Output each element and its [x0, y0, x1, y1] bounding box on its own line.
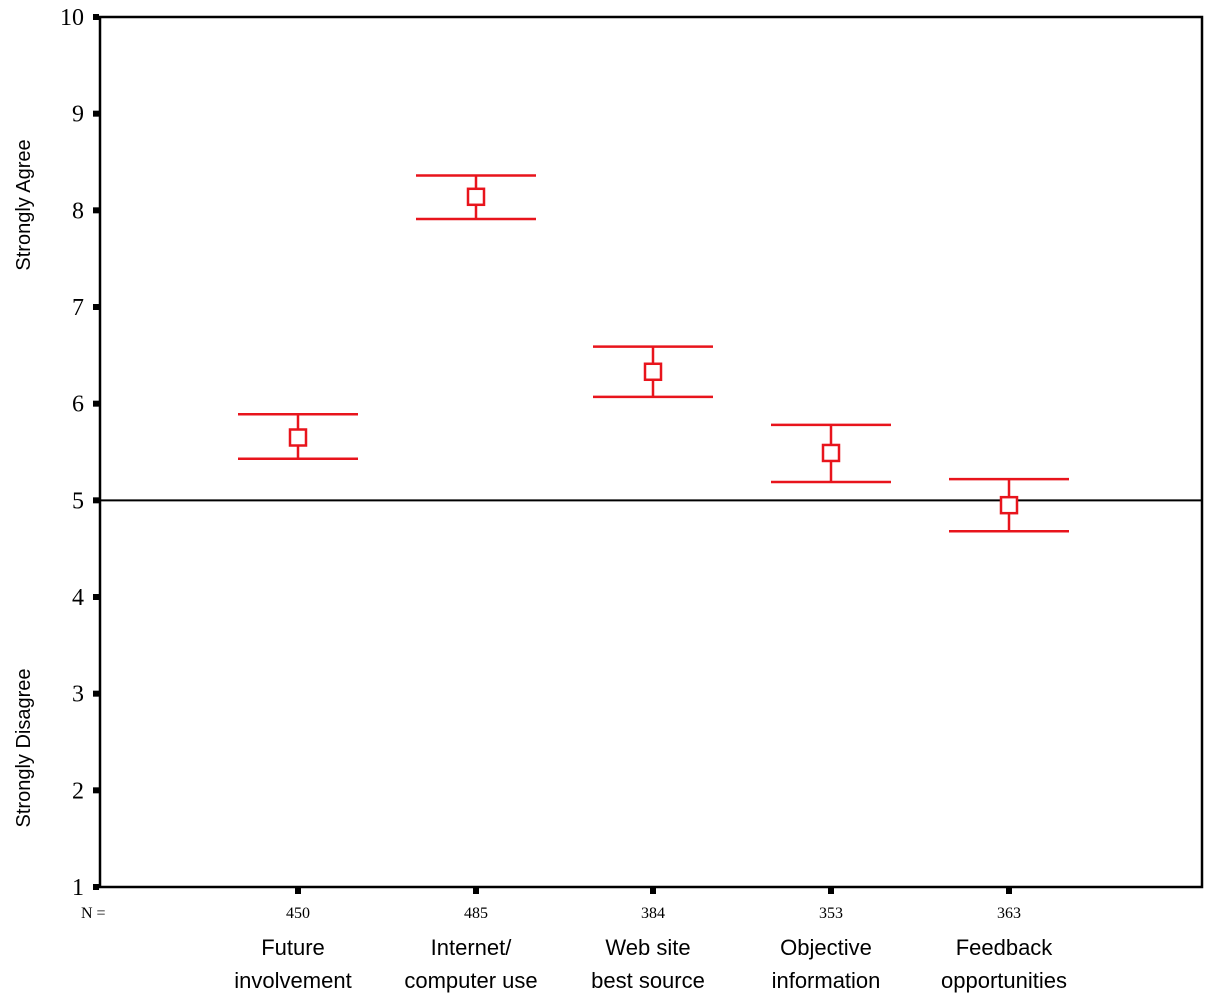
y-tick-label: 5	[72, 488, 84, 514]
y-tick-mark	[93, 304, 99, 310]
plot-frame	[98, 15, 1204, 889]
n-count-label: 450	[286, 905, 310, 922]
category-label: Objective	[780, 935, 872, 960]
y-tick-label: 9	[72, 102, 84, 128]
y-tick-label: 3	[72, 682, 84, 708]
mean-marker	[466, 187, 486, 207]
category-label: Future	[261, 935, 325, 960]
category-label: Internet/	[431, 935, 513, 960]
y-tick-label: 1	[72, 875, 84, 901]
error-bar-series	[238, 174, 1069, 533]
category-label: involvement	[234, 968, 351, 993]
y-tick-mark	[93, 207, 99, 214]
y-tick-mark	[93, 787, 99, 794]
y-tick-mark	[93, 594, 99, 600]
n-count-label: 363	[997, 905, 1021, 922]
n-count-label: 485	[464, 905, 488, 922]
y-tick-label: 7	[72, 295, 84, 321]
mean-marker	[821, 443, 841, 463]
mean-marker	[999, 495, 1019, 515]
y-tick-mark	[93, 884, 99, 890]
y-label-strongly-disagree: Strongly Disagree	[13, 669, 35, 828]
x-tick-mark	[650, 888, 656, 894]
category-label: opportunities	[941, 968, 1067, 993]
y-tick-mark	[93, 400, 99, 407]
n-count-label: 384	[641, 905, 665, 922]
y-tick-mark	[93, 690, 99, 697]
y-tick-mark	[93, 110, 99, 117]
y-tick-mark	[93, 497, 99, 504]
category-label: information	[772, 968, 881, 993]
x-tick-mark	[828, 888, 834, 894]
x-tick-mark	[1006, 888, 1012, 894]
y-tick-label: 6	[72, 392, 84, 418]
category-label: Web site	[605, 935, 690, 960]
mean-marker	[643, 362, 663, 382]
y-axis: 1 2 3 4 5 6 7 8 9 10	[60, 5, 99, 901]
category-label: Feedback	[956, 935, 1054, 960]
category-label: computer use	[404, 968, 537, 993]
x-axis: 450 Future involvement 485 Internet/computer…	[234, 888, 1067, 993]
y-tick-mark	[93, 14, 99, 20]
y-tick-label: 2	[72, 778, 84, 804]
y-axis-labels: Strongly Agree Strongly Disagree	[13, 139, 35, 827]
y-tick-label: 4	[72, 585, 84, 611]
y-tick-label: 8	[72, 198, 84, 224]
x-tick-mark	[295, 888, 301, 894]
n-label: N =	[81, 905, 106, 922]
y-tick-label: 10	[60, 5, 84, 31]
n-count-label: 353	[819, 905, 843, 922]
x-tick-mark	[473, 888, 479, 894]
mean-marker	[288, 428, 308, 447]
category-label: best source	[591, 968, 705, 993]
y-label-strongly-agree: Strongly Agree	[13, 139, 35, 270]
